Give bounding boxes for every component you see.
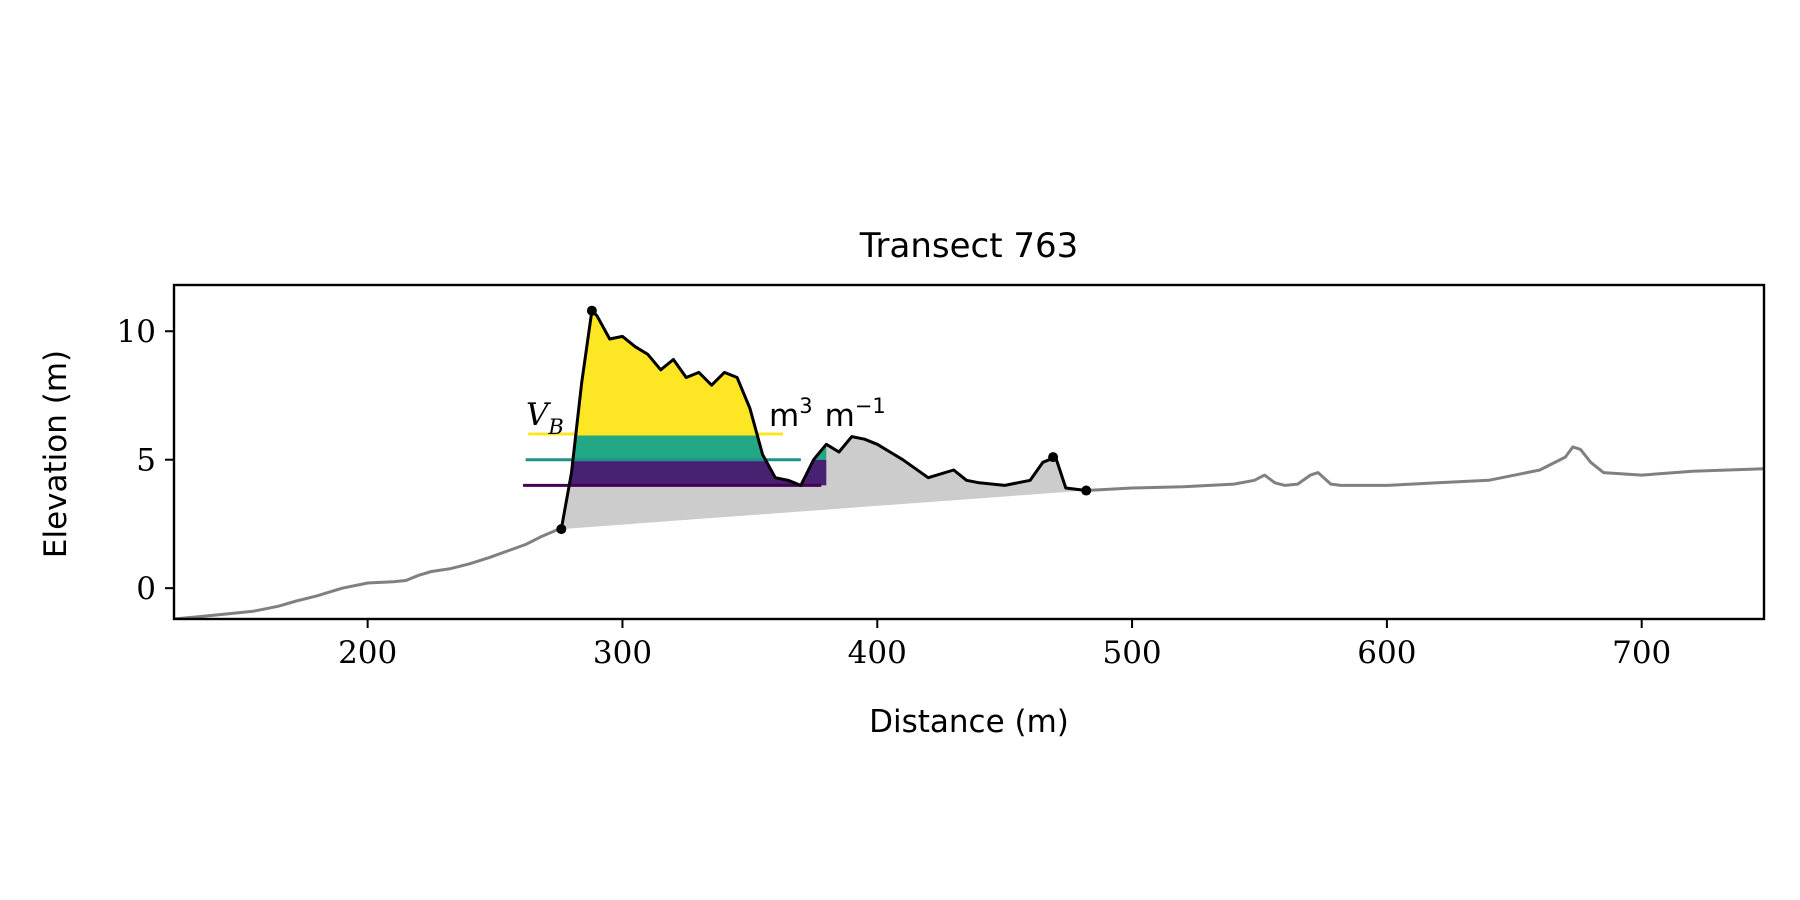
y-axis-label: Elevation (m) — [38, 350, 74, 558]
level-band-1 — [576, 310, 757, 434]
profile-line-seaward — [174, 527, 560, 619]
annotation-unit-exp2: −1 — [855, 394, 886, 418]
svg-text:m3m−1: m3 m−1 — [769, 394, 886, 434]
level-band-2 — [574, 434, 827, 460]
profile-line-landward — [1086, 445, 1764, 492]
key-point-3 — [1048, 452, 1059, 463]
key-point-2 — [586, 305, 597, 316]
y-tick-label: 5 — [136, 443, 156, 479]
key-point-4 — [1081, 485, 1092, 496]
volume-annotation: VB m3 m−1 — [526, 394, 886, 439]
level-band-3 — [570, 459, 827, 486]
x-tick-label: 300 — [593, 635, 652, 671]
svg-text:VB: VB — [526, 397, 564, 439]
x-tick-label: 700 — [1612, 635, 1671, 671]
y-tick-label: 0 — [136, 571, 156, 607]
plot-frame — [172, 283, 1766, 621]
annotation-symbol: V — [526, 397, 552, 433]
annotation-unit: m — [769, 398, 799, 434]
x-tick-label: 200 — [338, 635, 397, 671]
x-tick-label: 600 — [1357, 635, 1416, 671]
chart-title: Transect 763 — [859, 226, 1079, 266]
key-point-1 — [556, 524, 567, 535]
x-tick-label: 400 — [848, 635, 907, 671]
dune-profile-line — [559, 309, 1087, 530]
y-tick-label: 10 — [117, 314, 156, 350]
x-axis-label: Distance (m) — [869, 704, 1069, 740]
x-tick-label: 500 — [1102, 635, 1161, 671]
annotation-unit-exp1: 3 — [799, 394, 812, 418]
annotation-subscript: B — [547, 415, 563, 439]
